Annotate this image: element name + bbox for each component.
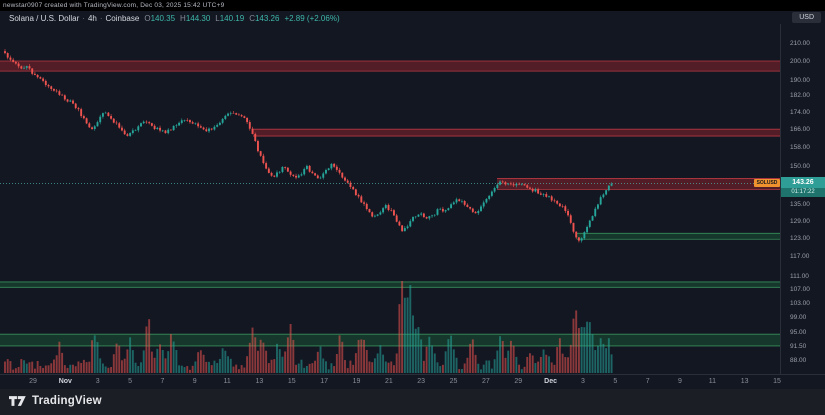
time-label-day: 5 bbox=[128, 378, 132, 385]
current-price-value: 143.26 bbox=[781, 177, 825, 188]
symbol-legend[interactable]: Solana / U.S. Dollar · 4h · Coinbase O140.35 H… bbox=[9, 14, 340, 23]
price-tick: 174.00 bbox=[790, 108, 810, 116]
legend-separator: · bbox=[82, 14, 85, 23]
price-tick: 150.00 bbox=[790, 162, 810, 170]
ohlc-low-label: L bbox=[215, 14, 220, 23]
price-tick: 166.00 bbox=[790, 125, 810, 133]
price-tick: 200.00 bbox=[790, 57, 810, 65]
symbol-tag-solusd[interactable]: SOLUSD bbox=[754, 179, 780, 187]
candles-group bbox=[4, 49, 613, 243]
time-label-day: 15 bbox=[287, 378, 296, 385]
legend-separator: · bbox=[99, 14, 103, 23]
time-label-day: 13 bbox=[740, 378, 749, 385]
tradingview-logo-icon bbox=[9, 396, 26, 406]
price-tick: 117.00 bbox=[790, 253, 810, 261]
time-label-month: Dec bbox=[544, 378, 558, 385]
ohlc-low-value: 140.19 bbox=[219, 14, 245, 23]
price-tick: 135.00 bbox=[790, 201, 810, 209]
time-label-day: 9 bbox=[192, 378, 197, 385]
tradingview-logo-link[interactable]: TradingView bbox=[9, 395, 102, 407]
current-price-label: 143.26 01:17:22 bbox=[781, 177, 825, 197]
volume-bars-group bbox=[4, 281, 613, 373]
time-label-day: 3 bbox=[95, 378, 100, 385]
price-tick: 190.00 bbox=[790, 76, 810, 84]
time-axis[interactable]: 29 Nov 3 5 7 9 11 13 15 17 19 21 23 25 27 29 Dec 3 5 7 9 11 13… bbox=[0, 374, 825, 389]
legend-change: +2.89 (+2.06%) bbox=[284, 14, 340, 23]
price-axis[interactable]: 210.00 200.00 190.00 182.00 174.00 166.00 158.… bbox=[780, 24, 825, 374]
attribution-bar: newstar0907 created with TradingView.com… bbox=[0, 0, 825, 11]
price-tick: 111.00 bbox=[790, 272, 809, 280]
time-label-day: 29 bbox=[514, 378, 523, 385]
ohlc-open-value: 140.35 bbox=[150, 14, 176, 23]
bar-countdown: 01:17:22 bbox=[781, 188, 825, 197]
legend-interval[interactable]: 4h bbox=[87, 14, 97, 23]
time-label-month: Nov bbox=[58, 378, 72, 385]
time-label-day: 3 bbox=[580, 378, 585, 385]
price-tick: 123.00 bbox=[790, 235, 810, 243]
price-chart-canvas[interactable] bbox=[0, 24, 780, 374]
price-tick: 99.00 bbox=[790, 314, 807, 322]
ohlc-high-value: 144.30 bbox=[185, 14, 211, 23]
time-label-day: 7 bbox=[645, 378, 650, 385]
time-label-day: 25 bbox=[449, 378, 458, 385]
time-label-day: 15 bbox=[773, 378, 781, 385]
price-tick: 129.00 bbox=[790, 217, 810, 225]
time-label-day: 7 bbox=[160, 378, 165, 385]
time-label-day: 17 bbox=[320, 378, 329, 385]
ohlc-close-label: C bbox=[249, 14, 255, 23]
time-label-day: 13 bbox=[255, 378, 264, 385]
footer-bar: TradingView bbox=[0, 389, 825, 415]
time-label-day: 9 bbox=[678, 378, 682, 385]
time-label-day: 11 bbox=[223, 378, 231, 385]
time-label-day: 29 bbox=[29, 378, 37, 385]
zones-group bbox=[0, 60, 780, 347]
ohlc-close-value: 143.26 bbox=[254, 14, 280, 23]
price-tick: 182.00 bbox=[790, 92, 810, 100]
attribution-text: newstar0907 created with TradingView.com… bbox=[3, 2, 225, 9]
ohlc-high-label: H bbox=[180, 14, 186, 23]
currency-button[interactable]: USD bbox=[792, 12, 821, 23]
time-label-day: 27 bbox=[481, 378, 490, 385]
price-tick: 107.00 bbox=[790, 286, 810, 294]
legend-symbol-title[interactable]: Solana / U.S. Dollar bbox=[9, 14, 80, 23]
time-label-day: 11 bbox=[708, 378, 716, 385]
price-tick: 103.00 bbox=[790, 299, 810, 307]
price-tick: 91.50 bbox=[790, 343, 807, 351]
time-label-day: 21 bbox=[384, 378, 393, 385]
time-label-day: 19 bbox=[352, 378, 361, 385]
price-tick: 158.00 bbox=[790, 143, 810, 151]
price-tick: 95.00 bbox=[790, 329, 807, 337]
tradingview-brand-text: TradingView bbox=[32, 395, 102, 407]
price-tick: 210.00 bbox=[790, 40, 810, 48]
legend-exchange: Coinbase bbox=[105, 14, 140, 23]
price-tick: 88.00 bbox=[790, 357, 807, 365]
time-label-day: 5 bbox=[613, 378, 618, 385]
time-label-day: 23 bbox=[417, 378, 426, 385]
ohlc-open-label: O bbox=[144, 14, 151, 23]
